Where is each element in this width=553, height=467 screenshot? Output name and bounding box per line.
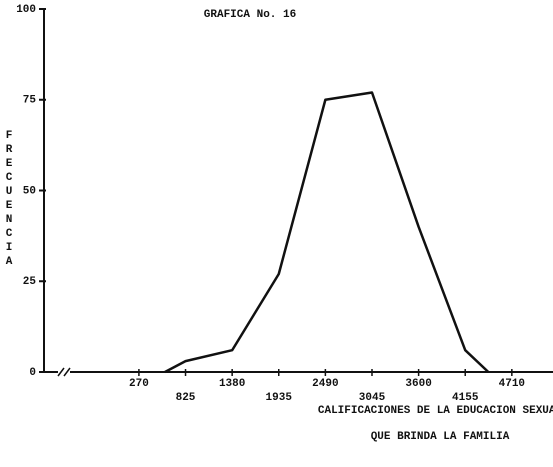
- axis-break: [57, 367, 71, 377]
- x-tick-label: 825: [176, 392, 196, 404]
- x-tick-label: 4710: [499, 378, 525, 390]
- x-tick-label: 270: [129, 378, 149, 390]
- x-tick-label: 3045: [359, 392, 386, 404]
- data-line: [164, 91, 490, 374]
- x-axis-label: CALIFICACIONES DE LA EDUCACION SEXUAL: [318, 405, 553, 417]
- x-tick-label: 1935: [266, 392, 293, 404]
- x-tick-label: 3600: [405, 378, 431, 390]
- y-tick-label: 0: [29, 367, 36, 379]
- y-tick-label: 25: [23, 276, 37, 288]
- x-tick-label: 4155: [452, 392, 479, 404]
- chart-title: GRAFICA No. 16: [204, 9, 296, 21]
- x-tick-label: 2490: [312, 378, 338, 390]
- x-tick-label: 1380: [219, 378, 245, 390]
- y-tick-label: 100: [16, 4, 36, 16]
- y-tick-label: 75: [23, 95, 37, 107]
- x-axis-label: QUE BRINDA LA FAMILIA: [371, 431, 510, 443]
- y-tick-label: 50: [23, 185, 36, 197]
